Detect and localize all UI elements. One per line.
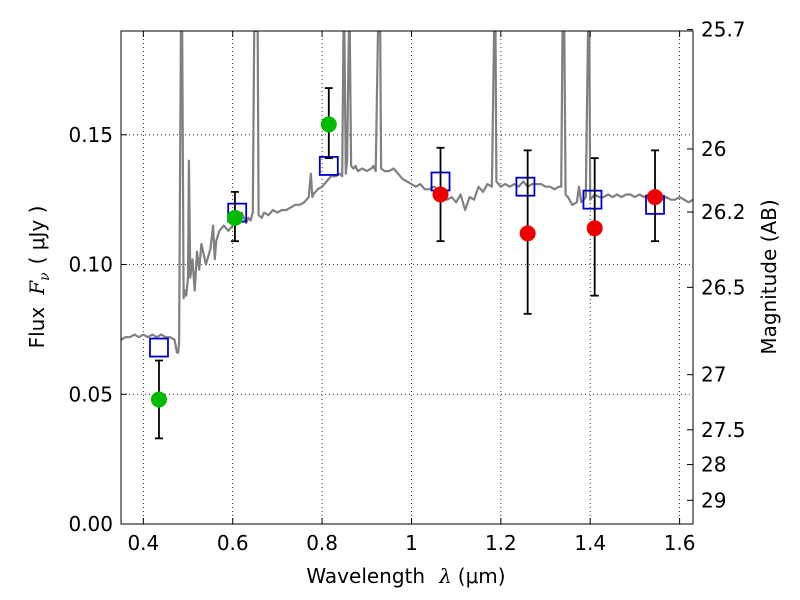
- y-tick-label: 0.00: [68, 512, 113, 536]
- model-photometry-square: [149, 337, 169, 358]
- y-tick-label: 0.10: [68, 253, 113, 277]
- plot-frame: [120, 30, 694, 525]
- observed-point: [586, 220, 603, 237]
- x-tick-label: 1.2: [485, 531, 517, 555]
- grid: [121, 31, 693, 524]
- x-tick-label: 0.4: [127, 531, 159, 555]
- x-tick-label: 0.8: [306, 531, 338, 555]
- x-axis-label: Wavelength λ (μm): [306, 564, 505, 588]
- y2-tick-label: 27.5: [701, 418, 746, 442]
- y2-tick-label: 26.2: [701, 200, 746, 224]
- model-photometry-square: [318, 156, 339, 176]
- model-photometry-square: [515, 176, 536, 197]
- y2-tick-label: 25.7: [701, 18, 746, 42]
- x-tick-label: 0.6: [217, 531, 249, 555]
- observed-point: [519, 225, 536, 242]
- observed-points-layer: [150, 116, 664, 408]
- observed-point: [647, 189, 664, 206]
- y2-tick-label: 29: [701, 488, 726, 512]
- y2-tick-label: 27: [701, 363, 726, 387]
- observed-point: [432, 186, 449, 203]
- y-tick-label: 0.05: [68, 382, 113, 406]
- y2-axis-label: Magnitude (AB): [757, 199, 781, 354]
- x-tick-label: 1: [405, 531, 418, 555]
- model-photometry-square: [582, 189, 603, 210]
- x-tick-label: 1.4: [574, 531, 606, 555]
- spectrum-line-layer: [121, 31, 693, 354]
- spectrum-line: [121, 31, 693, 354]
- observed-point: [226, 209, 243, 226]
- y2-tick-label: 28: [701, 453, 726, 477]
- ticks: 0.4 0.6 0.8 1 1.2 1.4 1.6 0.00 0.05 0.10 0.15 25.7 2…: [68, 18, 745, 555]
- y-tick-label: 0.15: [68, 123, 113, 147]
- observed-point: [150, 391, 167, 408]
- y2-tick-label: 26: [701, 137, 726, 161]
- y-axis-label: FluxFν( μJy ): [25, 206, 53, 349]
- observed-point: [320, 116, 337, 133]
- errorbar-layer: [154, 87, 660, 440]
- y2-tick-label: 26.5: [701, 275, 746, 299]
- x-tick-label: 1.6: [664, 531, 696, 555]
